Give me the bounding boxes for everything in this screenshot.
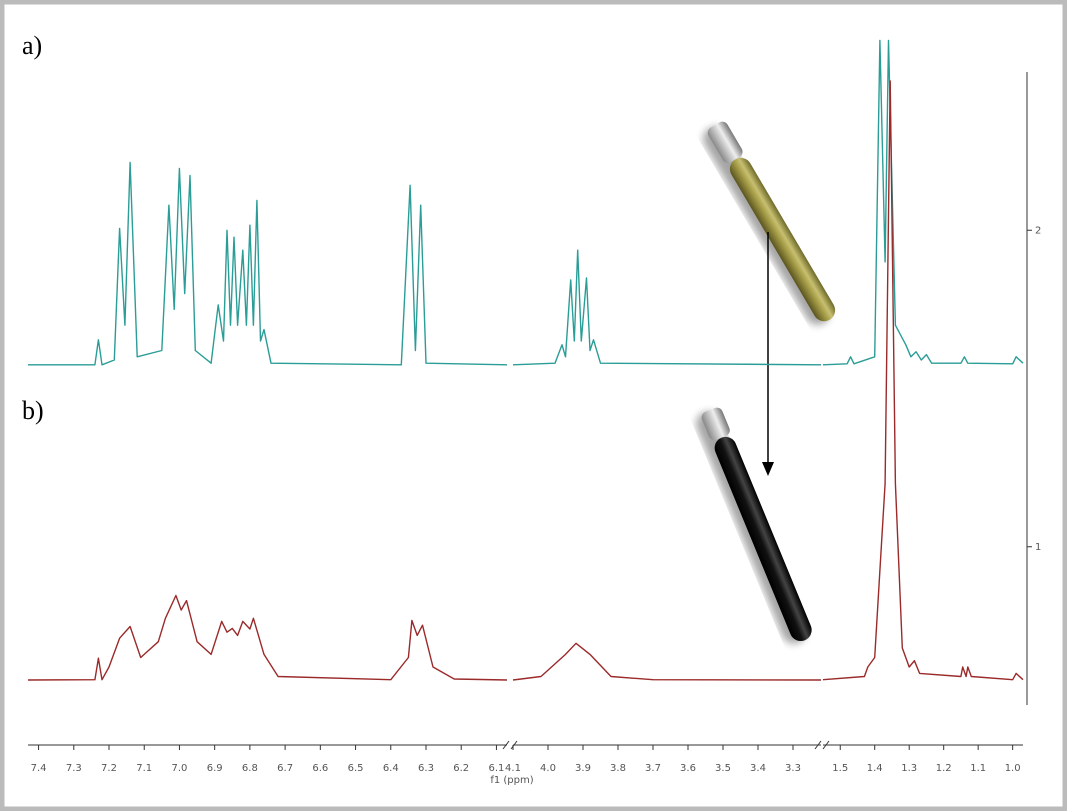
x-tick-label: 3.7 — [645, 763, 661, 774]
tube-b — [696, 407, 812, 644]
x-tick-label: 1.4 — [867, 763, 883, 774]
x-tick-label: 3.6 — [680, 763, 696, 774]
x-tick-label: 6.9 — [207, 763, 223, 774]
x-tick-label: 3.4 — [750, 763, 766, 774]
x-tick-label: 7.4 — [31, 763, 47, 774]
x-tick-label: 1.3 — [901, 763, 917, 774]
x-tick-label: 6.5 — [348, 763, 364, 774]
x-tick-label: 4.1 — [505, 763, 521, 774]
x-tick-label: 3.5 — [715, 763, 731, 774]
x-tick-label: 7.1 — [136, 763, 152, 774]
x-tick-label: 6.6 — [312, 763, 328, 774]
x-tick-label: 7.0 — [171, 763, 187, 774]
x-tick-label: 1.2 — [936, 763, 952, 774]
x-tick-label: 3.3 — [785, 763, 801, 774]
x-tick-label: 7.2 — [101, 763, 117, 774]
spectrum-line — [27, 80, 1024, 681]
x-tick-label: 6.2 — [453, 763, 469, 774]
axis-break — [814, 740, 830, 750]
x-tick-label: 7.3 — [66, 763, 82, 774]
x-tick-label: 1.5 — [832, 763, 848, 774]
x-tick-label: 6.1 — [488, 763, 504, 774]
y-tick-label: 1 — [1035, 542, 1041, 553]
spectrum-line — [28, 39, 1024, 366]
panel-label: a) — [22, 31, 42, 60]
x-tick-label: 1.1 — [970, 763, 986, 774]
x-tick-label: 6.8 — [242, 763, 258, 774]
x-tick-label: 4.0 — [540, 763, 556, 774]
x-tick-label: 3.9 — [575, 763, 591, 774]
x-tick-label: 3.8 — [610, 763, 626, 774]
tube-a — [703, 121, 836, 325]
x-tick-label: 6.3 — [418, 763, 434, 774]
panel-label: b) — [22, 396, 44, 425]
x-axis-label: f1 (ppm) — [490, 775, 533, 786]
x-tick-label: 6.4 — [383, 763, 399, 774]
arrow-head — [762, 462, 774, 476]
x-tick-label: 6.7 — [277, 763, 293, 774]
x-tick-label: 1.0 — [1005, 763, 1021, 774]
axis-break — [502, 740, 518, 750]
y-tick-label: 2 — [1035, 225, 1041, 236]
